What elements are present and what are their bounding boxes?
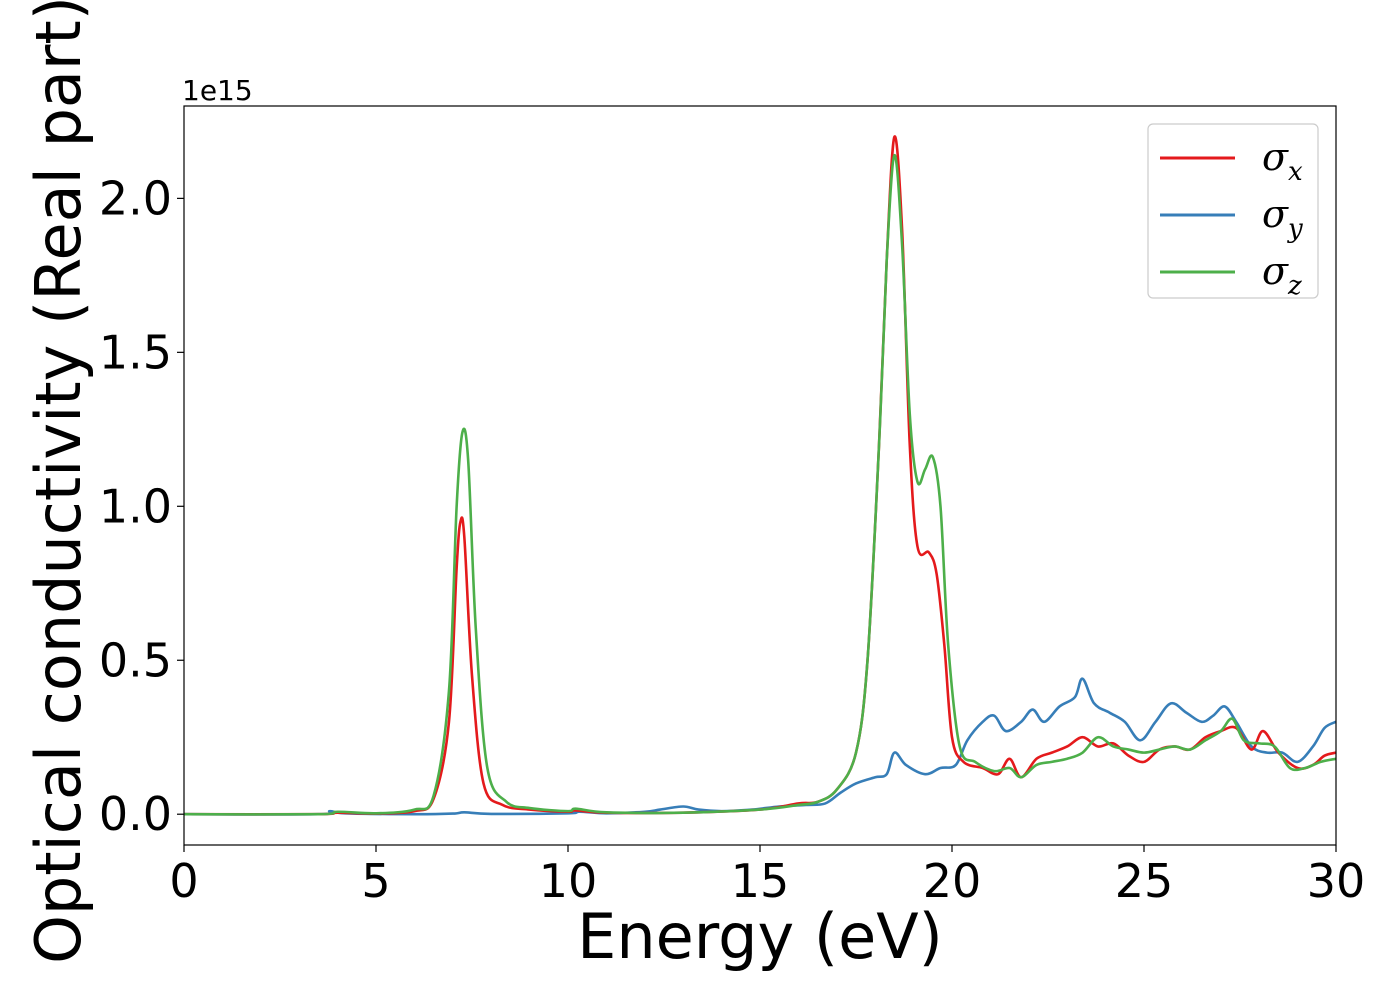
- x-tick-label: 0: [169, 854, 198, 908]
- x-tick-label: 25: [1115, 854, 1174, 908]
- y-tick-label: 0.5: [99, 633, 172, 687]
- y-tick-label: 2.0: [99, 171, 172, 225]
- x-tick-label: 20: [923, 854, 982, 908]
- series-layer: [184, 135, 1336, 816]
- x-tick-label: 30: [1307, 854, 1366, 908]
- x-axis-title: Energy (eV): [577, 900, 943, 973]
- y-offset-label: 1e15: [182, 74, 253, 107]
- legend-label-z: σz: [1262, 249, 1302, 301]
- legend-box: [1147, 123, 1319, 299]
- y-tick-label: 1.5: [99, 325, 172, 379]
- axes-layer: 0 5 10 15 20 25 30 0.0 0.5 1.0 1.5 2.0: [99, 105, 1366, 908]
- x-tick-label: 10: [539, 854, 598, 908]
- y-axis-title: Optical conductivity (Real part): [22, 0, 95, 964]
- series-line-y: [184, 677, 1336, 816]
- y-tick-label: 0.0: [99, 787, 172, 841]
- x-tick-label: 15: [731, 854, 790, 908]
- x-tick-label: 5: [361, 854, 390, 908]
- legend-label-x: σx: [1262, 135, 1303, 187]
- legend-label-y: σy: [1262, 192, 1303, 244]
- series-line-z: [184, 153, 1336, 816]
- y-tick-label: 1.0: [99, 479, 172, 533]
